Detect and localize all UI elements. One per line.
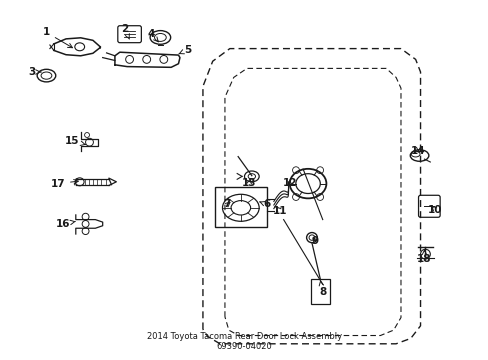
Text: 5: 5 xyxy=(179,45,191,55)
Text: 11: 11 xyxy=(272,206,286,216)
Text: 1: 1 xyxy=(43,27,72,48)
Text: 6: 6 xyxy=(259,199,269,210)
Text: 7: 7 xyxy=(223,199,231,210)
Text: 3: 3 xyxy=(28,67,41,77)
Text: 13: 13 xyxy=(242,178,256,188)
Text: 16: 16 xyxy=(55,219,75,229)
Text: 14: 14 xyxy=(410,146,425,156)
Text: 18: 18 xyxy=(416,250,431,264)
Text: 4: 4 xyxy=(147,29,158,42)
Text: 17: 17 xyxy=(50,179,78,189)
Text: 12: 12 xyxy=(282,178,297,188)
Text: 15: 15 xyxy=(65,136,85,146)
Text: 2: 2 xyxy=(121,24,129,39)
Text: 8: 8 xyxy=(319,281,325,297)
Text: 2014 Toyota Tacoma Rear Door Lock Assembly
69390-04020: 2014 Toyota Tacoma Rear Door Lock Assemb… xyxy=(146,332,342,351)
Text: 10: 10 xyxy=(427,204,442,215)
Text: 9: 9 xyxy=(311,236,318,246)
Bar xyxy=(215,187,266,227)
Bar xyxy=(310,279,329,304)
